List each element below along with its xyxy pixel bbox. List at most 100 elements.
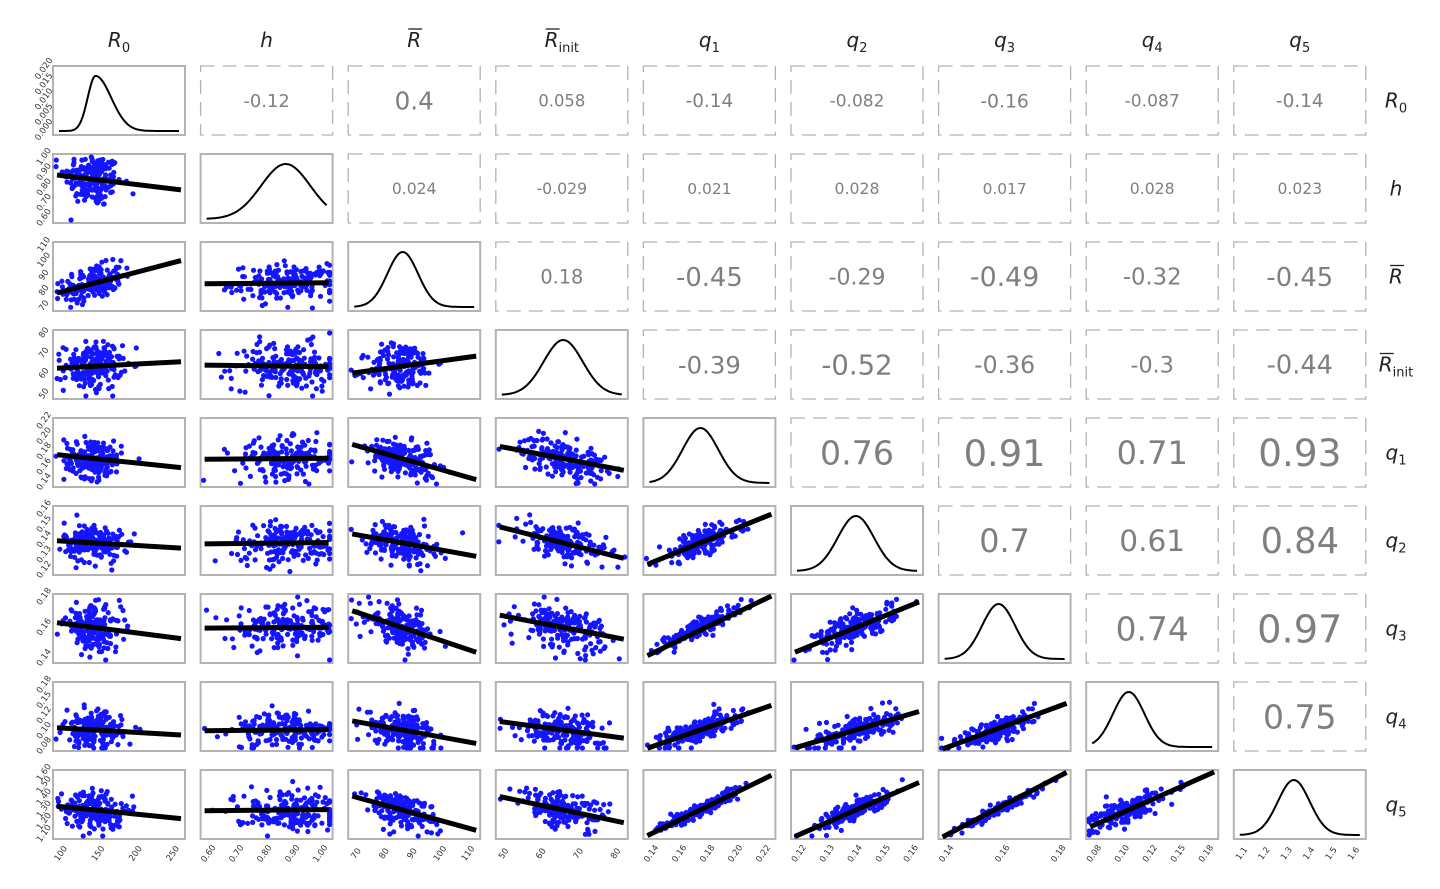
scatter-point	[295, 344, 301, 350]
scatter-point	[279, 444, 285, 450]
cell-5-3	[494, 505, 629, 576]
scatter-point	[553, 733, 560, 739]
scatter-point	[393, 529, 399, 536]
scatter-point	[379, 457, 386, 463]
scatter-point	[76, 744, 82, 751]
scatter-point	[95, 440, 101, 446]
scatter-point	[229, 636, 235, 642]
scatter-point	[401, 383, 407, 389]
scatter-point	[263, 631, 269, 637]
scatter-point	[372, 458, 378, 464]
scatter-point	[84, 722, 90, 728]
scatter-point	[414, 714, 420, 720]
scatter-point	[566, 447, 572, 453]
scatter-point	[311, 605, 317, 611]
col-label-5: q2	[847, 28, 868, 56]
scatter-point	[382, 347, 388, 353]
scatter-point	[702, 521, 708, 528]
scatter-point	[410, 447, 416, 454]
scatter-point	[287, 618, 293, 624]
scatter-point	[79, 187, 85, 193]
scatter-point	[671, 634, 677, 640]
scatter-point	[588, 641, 594, 647]
scatter-point	[108, 469, 114, 475]
corr-box	[1085, 417, 1219, 488]
scatter-point	[316, 264, 322, 270]
scatter-point	[250, 356, 256, 362]
cell-1-5: 0.028	[790, 153, 924, 224]
panel-border	[199, 329, 334, 400]
panel-border	[347, 329, 482, 400]
scatter-point	[382, 377, 388, 383]
scatter-point	[303, 383, 309, 389]
scatter-point	[242, 629, 248, 635]
scatter-point	[79, 465, 86, 471]
scatter-point	[286, 460, 292, 466]
scatter-point	[85, 292, 91, 299]
scatter-point	[511, 604, 517, 610]
scatter-point	[543, 464, 549, 470]
scatter-point	[294, 531, 300, 538]
scatter-point	[130, 191, 136, 197]
col-label-0-text: R0	[108, 28, 130, 56]
scatter-point	[582, 657, 588, 663]
cell-0-2: 0.4	[347, 65, 481, 136]
row-label-2-text: R	[1389, 265, 1403, 289]
scatter-point	[64, 440, 70, 447]
scatter-point	[574, 531, 581, 537]
scatter-point	[381, 547, 387, 554]
scatter-point	[103, 166, 109, 172]
scatter-point	[271, 461, 277, 467]
scatter-point	[68, 553, 74, 560]
scatter-point	[131, 531, 137, 537]
scatter-point	[261, 523, 267, 529]
scatter-point	[395, 474, 401, 480]
scatter-point	[565, 547, 571, 554]
scatter-point	[327, 271, 333, 278]
scatter-point	[689, 532, 696, 539]
scatter-point	[108, 560, 114, 566]
scatter-point	[384, 600, 390, 606]
cell-3-3	[494, 329, 629, 400]
scatter-point	[421, 523, 428, 529]
scatter-point	[372, 522, 378, 528]
scatter-point	[558, 719, 564, 726]
correlation-value: 0.024	[392, 180, 437, 198]
scatter-point	[270, 355, 276, 361]
scatter-point	[653, 734, 659, 740]
row-label-1-text: h	[1390, 177, 1403, 201]
scatter-point	[99, 195, 105, 201]
corr-box	[495, 241, 629, 312]
cell-2-6: -0.49	[937, 241, 1072, 312]
scatter-point	[520, 538, 526, 544]
scatter-point	[711, 542, 717, 548]
scatter-point	[257, 648, 263, 654]
scatter-point	[62, 615, 69, 621]
scatter-point	[319, 388, 325, 394]
scatter-point	[281, 290, 287, 296]
scatter-point	[562, 535, 569, 541]
scatter-point	[101, 368, 108, 374]
scatter-point	[395, 468, 401, 474]
scatter-point	[228, 375, 234, 381]
scatter-point	[366, 594, 372, 600]
scatter-point	[540, 430, 547, 436]
scatter-point	[267, 372, 273, 378]
scatter-point	[535, 718, 541, 724]
scatter-point	[249, 745, 255, 751]
scatter-point	[279, 535, 285, 542]
scatter-point	[235, 266, 242, 272]
col-label-0: R0	[108, 28, 130, 56]
scatter-point	[580, 636, 586, 642]
scatter-point	[112, 649, 119, 655]
scatter-point	[348, 526, 354, 533]
regression-line	[351, 608, 477, 655]
scatter-point	[116, 353, 122, 359]
scatter-point	[712, 712, 718, 718]
scatter-point	[305, 437, 311, 444]
scatter-point	[843, 642, 849, 648]
scatter-point	[79, 475, 85, 481]
scatter-point	[531, 443, 537, 449]
scatter-point	[121, 636, 127, 642]
scatter-point	[110, 735, 116, 741]
